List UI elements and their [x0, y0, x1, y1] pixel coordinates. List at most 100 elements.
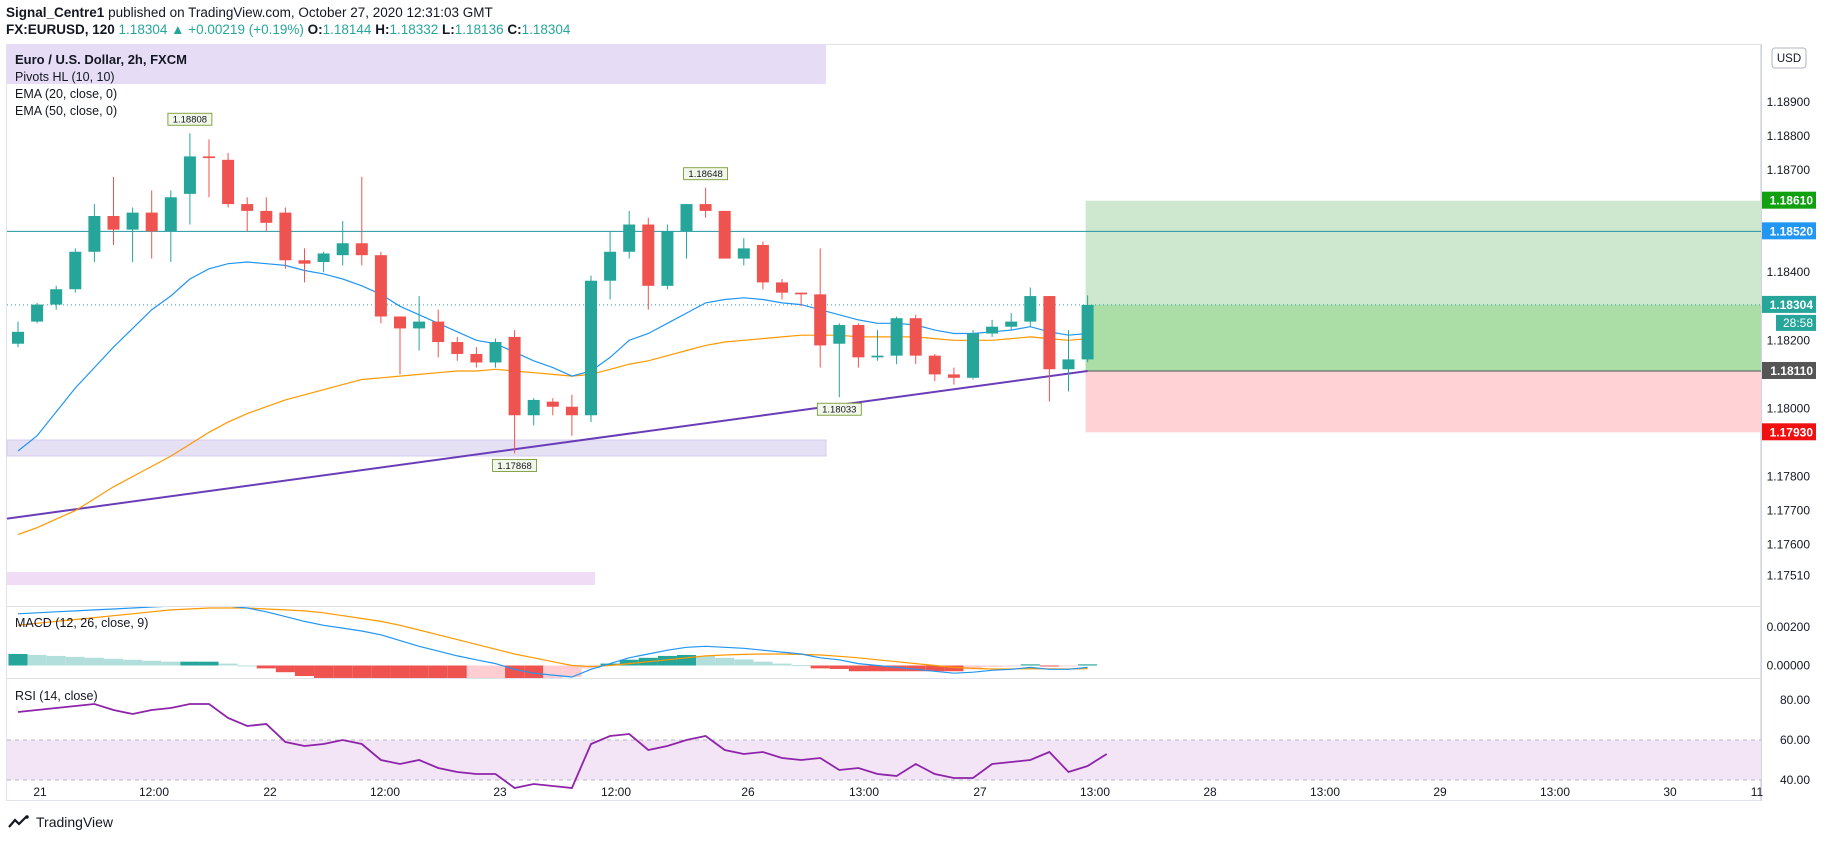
candle-body — [203, 156, 215, 159]
macd-histogram-bar — [562, 665, 582, 677]
open-profit-zone — [1085, 304, 1761, 371]
macd-histogram-bar — [867, 665, 888, 672]
macd-title[interactable]: MACD (12, 26, close, 9) — [15, 616, 148, 630]
price-axis-badge — [1762, 222, 1816, 240]
macd-histogram-bar — [657, 655, 677, 666]
candle-body — [317, 253, 330, 262]
candle-body — [241, 204, 254, 211]
candle-body — [50, 289, 63, 305]
candle-body — [909, 318, 922, 356]
legend-ema20[interactable]: EMA (20, close, 0) — [15, 87, 117, 101]
currency-button-label[interactable]: USD — [1777, 53, 1801, 65]
candle-body — [1062, 359, 1075, 370]
candle-body — [1024, 296, 1037, 322]
macd-histogram-bar — [925, 665, 945, 672]
close-value: 1.18304 — [521, 22, 571, 37]
macd-histogram-bar — [352, 665, 372, 678]
macd-histogram-bar — [46, 655, 66, 666]
footer-brand[interactable]: TradingView — [36, 814, 114, 830]
macd-tick-label: 0.00000 — [1767, 659, 1811, 673]
macd-histogram-bar — [772, 663, 792, 666]
macd-histogram-bar — [447, 665, 467, 678]
candle-body — [967, 333, 979, 378]
macd-histogram-bar — [524, 665, 544, 678]
ema20-line — [17, 261, 1088, 452]
candle-body — [871, 355, 884, 358]
time-tick-label: 13:00 — [1080, 785, 1110, 799]
price-tick-label: 1.18400 — [1767, 265, 1811, 279]
time-tick-label: 21 — [33, 785, 47, 799]
author-name[interactable]: Signal_Centre1 — [6, 5, 105, 20]
macd-histogram-bar — [696, 655, 716, 666]
macd-histogram-bar — [485, 665, 506, 678]
legend-ema50[interactable]: EMA (50, close, 0) — [15, 104, 117, 118]
footer: TradingView — [8, 814, 113, 830]
pivot-label: 1.18808 — [173, 115, 207, 126]
candle-body — [260, 210, 273, 223]
candle-body — [756, 244, 769, 283]
macd-histogram-bar — [390, 665, 410, 678]
macd-histogram-bar — [1078, 664, 1098, 666]
countdown-badge — [1776, 314, 1816, 331]
candle-body — [88, 216, 101, 252]
macd-histogram-bar — [1001, 665, 1021, 667]
ema50-line — [17, 334, 1088, 536]
macd-histogram-bar — [505, 665, 525, 678]
macd-histogram-bar — [848, 665, 868, 672]
candle-body — [604, 251, 617, 281]
rsi-pane[interactable] — [7, 703, 1761, 789]
macd-histogram-bar — [619, 659, 639, 666]
overlays: 1.18610 1.18520 1.18304 28:58 1.18110 1.17930 — [1762, 191, 1816, 441]
countdown-label: 28:58 — [1783, 316, 1813, 330]
candle-body — [107, 216, 120, 230]
macd-pane[interactable] — [8, 604, 1098, 682]
price-axis-badge — [1762, 295, 1816, 313]
pivot-label-box — [167, 112, 213, 126]
time-tick-label: 11 — [1751, 785, 1764, 799]
price-axis-badge — [1762, 361, 1816, 379]
macd-histogram-bar — [1039, 665, 1059, 667]
macd-histogram-bar — [906, 665, 926, 672]
macd-histogram-bar — [256, 665, 276, 669]
candle-body — [527, 399, 540, 416]
pivot-label-box — [683, 167, 728, 181]
quote-line: FX:EURUSD, 120 1.18304 ▲ +0.00219 (+0.19… — [6, 21, 570, 38]
candle-body — [814, 294, 827, 346]
macd-histogram-bar — [199, 661, 219, 666]
macd-histogram-bar — [963, 665, 983, 670]
candle-body — [661, 231, 674, 286]
rsi-title[interactable]: RSI (14, close) — [15, 689, 98, 703]
rsi-tick-label: 80.00 — [1780, 693, 1810, 707]
candle-body — [852, 325, 865, 358]
up-arrow-icon: ▲ — [171, 22, 185, 37]
macd-histogram-bar — [27, 654, 47, 666]
price-tick-label: 1.17600 — [1767, 538, 1811, 552]
candle-body — [833, 325, 846, 344]
candle-body — [374, 255, 387, 317]
macd-histogram-bar — [333, 665, 353, 678]
macd-histogram-bar — [428, 665, 448, 678]
candle-body — [508, 336, 521, 416]
macd-tick-label: 0.00200 — [1767, 620, 1811, 634]
candle-body — [737, 248, 750, 259]
macd-histogram-bar — [371, 665, 391, 678]
currency-button[interactable] — [1771, 47, 1807, 69]
last-price: 1.18304 — [118, 22, 168, 37]
main-pane[interactable]: 1.18808 1.17868 1.18648 1.18033 — [7, 112, 1761, 536]
legend-pivots[interactable]: Pivots HL (10, 10) — [15, 70, 115, 84]
price-axis-badge-label: 1.17930 — [1770, 425, 1814, 439]
time-tick-label: 22 — [263, 785, 277, 799]
candle-body — [680, 204, 693, 232]
price-axis-badge — [1762, 423, 1816, 441]
low-value: 1.18136 — [454, 22, 504, 37]
candle-body — [565, 406, 578, 416]
macd-histogram-bar — [142, 660, 162, 666]
macd-histogram-bar — [791, 665, 811, 667]
macd-histogram-bar — [161, 661, 181, 666]
price-tick-label: 1.18000 — [1767, 401, 1811, 415]
candle-body — [546, 401, 559, 407]
low-label: L: — [442, 22, 455, 37]
macd-histogram-bar — [543, 665, 563, 678]
macd-histogram-bar — [829, 665, 849, 669]
